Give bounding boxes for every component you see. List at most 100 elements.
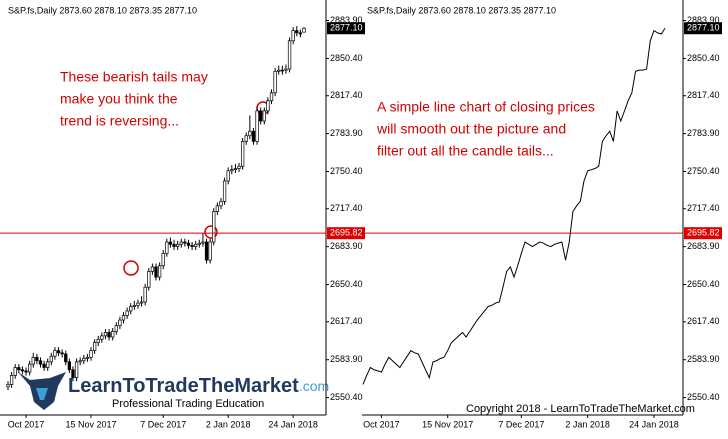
candle-body xyxy=(176,243,180,247)
y-tick-label: 2817.40 xyxy=(687,90,720,100)
candle-body xyxy=(96,338,100,343)
y-tick-label: 2883.90 xyxy=(687,15,720,25)
candle-body xyxy=(295,30,299,34)
annotation: trend is reversing... xyxy=(60,113,179,129)
y-tick-label: 2683.90 xyxy=(330,241,363,251)
x-tick-label: 7 Dec 2017 xyxy=(498,419,544,429)
candle-body xyxy=(64,353,68,363)
y-tick-label: 2683.90 xyxy=(687,241,720,251)
annotation: make you think the xyxy=(60,91,178,107)
candle-body xyxy=(125,310,129,316)
candle-body xyxy=(100,335,104,340)
x-tick-label: 24 Jan 2018 xyxy=(629,419,679,429)
candle-body xyxy=(298,32,303,35)
y-tick-label: 2550.40 xyxy=(330,392,363,402)
copyright: Copyright 2018 - LearnToTradeTheMarket.c… xyxy=(466,403,695,415)
candle-body xyxy=(103,332,108,337)
candle-body xyxy=(190,245,194,247)
price-label: 2695.82 xyxy=(687,228,720,238)
chart-panel: 2550.40 2583.90 2617.40 2650.40 2683.90 2717.… xyxy=(0,0,365,429)
candle-body xyxy=(204,241,209,261)
candle-body xyxy=(183,241,187,244)
y-tick-label: 2883.90 xyxy=(330,15,363,25)
x-tick-label: Oct 2017 xyxy=(363,419,400,429)
candle-body xyxy=(38,360,43,365)
candle-body xyxy=(53,350,57,357)
last-price-box xyxy=(327,22,365,35)
last-price-label: 2877.10 xyxy=(687,23,720,33)
candle-body xyxy=(111,330,115,338)
candle-body xyxy=(17,367,21,371)
candle-body xyxy=(82,358,86,362)
last-price-box xyxy=(684,22,722,35)
candle-body xyxy=(20,369,25,372)
candle-body xyxy=(197,242,201,245)
candle-body xyxy=(118,319,122,327)
candle-body xyxy=(262,110,266,122)
candle-body xyxy=(302,27,306,33)
logo-tagline: Professional Trading Education xyxy=(112,398,264,410)
candle-body xyxy=(280,69,284,72)
y-tick-label: 2717.40 xyxy=(687,203,720,213)
y-tick-label: 2550.40 xyxy=(687,392,720,402)
highlight-circle xyxy=(204,225,218,239)
candle-body xyxy=(136,302,140,306)
y-tick-label: 2583.90 xyxy=(687,354,720,364)
candle-body xyxy=(277,69,281,72)
candle-body xyxy=(237,165,241,169)
chart-header: S&P.fs,Daily 2873.60 2878.10 2873.35 287… xyxy=(367,5,556,15)
candle-body xyxy=(251,130,256,142)
candle-body xyxy=(212,211,216,243)
logo-name: LearnToTradeTheMarket xyxy=(68,375,299,397)
chart-header: S&P.fs,Daily 2873.60 2878.10 2873.35 287… xyxy=(8,5,197,15)
candle-body xyxy=(201,241,205,244)
candle-body xyxy=(150,266,155,272)
annotation: will smooth out the picture and xyxy=(376,121,566,137)
candle-body xyxy=(248,130,252,137)
annotation: These bearish tails may xyxy=(60,69,208,85)
candle-body xyxy=(161,252,165,267)
logo: LearnToTradeTheMarket.com Professional T… xyxy=(18,372,329,410)
candle-body xyxy=(114,325,118,332)
candle-body xyxy=(147,271,151,288)
candle-body xyxy=(139,301,144,304)
y-tick-label: 2650.40 xyxy=(687,279,720,289)
candle-body xyxy=(6,384,10,388)
y-tick-label: 2850.40 xyxy=(687,53,720,63)
candle-body xyxy=(107,332,111,338)
candle-body xyxy=(89,350,93,358)
candle-body xyxy=(60,352,64,355)
candle-body xyxy=(154,266,158,278)
price-line xyxy=(362,27,666,385)
candle-body xyxy=(92,342,97,351)
candle-body xyxy=(157,265,162,278)
candle-body xyxy=(121,315,126,321)
candle-body xyxy=(222,180,227,202)
candle-body xyxy=(35,356,39,362)
x-tick-label: 15 Nov 2017 xyxy=(66,419,117,429)
y-tick-label: 2783.90 xyxy=(330,128,363,138)
y-tick-label: 2617.40 xyxy=(330,316,363,326)
y-tick-label: 2750.40 xyxy=(687,166,720,176)
annotation: A simple line chart of closing prices xyxy=(377,99,595,115)
x-tick-label: 2 Jan 2018 xyxy=(206,419,251,429)
candle-body xyxy=(143,286,147,303)
candle-body xyxy=(71,369,75,379)
candle-body xyxy=(179,241,183,245)
y-tick-label: 2717.40 xyxy=(330,203,363,213)
candle-body xyxy=(269,92,274,102)
candle-body xyxy=(78,360,82,363)
candle-body xyxy=(226,170,230,182)
candle-body xyxy=(129,306,133,312)
y-tick-label: 2583.90 xyxy=(330,354,363,364)
y-tick-label: 2783.90 xyxy=(687,128,720,138)
candle-body xyxy=(165,241,169,254)
candle-body xyxy=(240,141,245,167)
candle-body xyxy=(28,363,32,373)
y-tick-label: 2850.40 xyxy=(330,53,363,63)
candle-body xyxy=(208,241,212,261)
candle-body xyxy=(132,304,136,307)
candle-body xyxy=(233,168,238,171)
